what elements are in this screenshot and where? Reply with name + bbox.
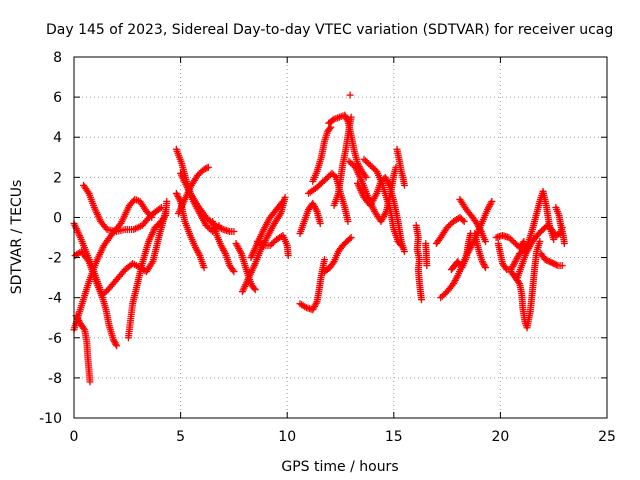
y-tick-label: -8 <box>48 371 62 387</box>
series-arc-27 <box>393 145 408 189</box>
data-point <box>113 342 121 350</box>
plot-frame <box>73 56 608 419</box>
series-arc-26 <box>346 91 354 99</box>
series-arc-06 <box>124 197 171 342</box>
data-point <box>366 161 374 169</box>
series-arc-22 <box>330 113 355 209</box>
point-trail <box>125 199 171 340</box>
point-trail <box>393 147 408 187</box>
series-arc-10 <box>174 163 212 217</box>
series-arc-19 <box>305 169 352 225</box>
series-arc-11 <box>209 217 238 276</box>
point-trail <box>457 197 489 244</box>
point-trail <box>255 232 292 258</box>
y-tick-label: -6 <box>48 331 62 347</box>
series-arc-36 <box>494 187 558 274</box>
y-axis-label: SDTVAR / TECUs <box>9 180 25 295</box>
series-arc-34 <box>456 195 489 246</box>
series-arc-16 <box>296 256 329 314</box>
series-arc-24 <box>354 173 408 256</box>
data-points <box>70 91 568 386</box>
series-arc-32 <box>471 229 489 272</box>
series-arc-08 <box>172 189 208 272</box>
point-trail <box>322 235 354 275</box>
series-arc-30 <box>432 213 468 248</box>
point-trail <box>248 199 286 260</box>
point-trail <box>331 115 355 207</box>
point-trail <box>310 125 334 183</box>
y-tick-label: 4 <box>53 130 62 146</box>
y-tick-label: 8 <box>53 50 62 66</box>
series-arc-18 <box>309 123 335 185</box>
point-trail <box>471 231 489 270</box>
series-arc-28 <box>412 221 426 304</box>
series-arc-40 <box>552 203 568 248</box>
x-tick-label: 25 <box>598 429 616 445</box>
series-arc-25 <box>360 155 405 250</box>
x-tick-label: 15 <box>385 429 403 445</box>
x-tick-label: 10 <box>278 429 296 445</box>
series-arc-14 <box>247 197 287 262</box>
point-trail <box>508 240 543 330</box>
point-trail <box>175 164 211 216</box>
data-point <box>346 91 354 99</box>
series-arc-01 <box>80 181 165 235</box>
point-trail <box>413 223 425 302</box>
x-tick-label: 0 <box>70 429 79 445</box>
point-trail <box>354 175 408 254</box>
series-arc-39 <box>537 250 566 270</box>
series-arc-15 <box>253 231 292 260</box>
y-tick-label: -10 <box>39 411 62 427</box>
y-tick-label: 2 <box>53 170 62 186</box>
point-trail <box>494 232 527 250</box>
series-arc-04 <box>72 312 94 386</box>
series-arc-17 <box>296 199 324 237</box>
data-point <box>481 264 489 272</box>
point-trail <box>553 205 568 246</box>
chart-title: Day 145 of 2023, Sidereal Day-to-day VTE… <box>46 22 613 38</box>
point-trail <box>209 219 237 274</box>
point-trail <box>448 231 474 272</box>
x-axis-label: GPS time / hours <box>281 459 398 475</box>
data-point <box>345 157 353 165</box>
point-trail <box>362 157 404 248</box>
point-trail <box>422 242 431 268</box>
y-tick-label: 6 <box>53 90 62 106</box>
data-point <box>360 155 368 163</box>
point-trail <box>297 201 324 235</box>
y-tick-label: -4 <box>48 291 62 307</box>
point-trail <box>71 196 154 332</box>
y-tick-label: 0 <box>53 210 62 226</box>
series-arc-37 <box>507 238 544 332</box>
point-trail <box>434 214 467 246</box>
data-point <box>437 294 445 302</box>
series-arc-33 <box>447 229 475 274</box>
point-trail <box>538 251 564 270</box>
x-tick-label: 20 <box>491 429 509 445</box>
axis-ticks <box>73 56 608 419</box>
point-trail <box>73 313 94 384</box>
series-arc-29 <box>422 240 431 270</box>
point-trail <box>306 171 352 223</box>
tick-labels: 0 5 10 15 20 25 -10 -8 -6 -4 -2 0 2 4 6 8 <box>39 50 616 445</box>
series-arc-20 <box>321 234 355 276</box>
y-tick-label: -2 <box>48 251 62 267</box>
point-trail <box>81 183 164 235</box>
point-trail <box>495 189 557 274</box>
series-arc-35 <box>492 231 528 252</box>
point-trail <box>298 258 328 313</box>
x-tick-label: 5 <box>176 429 185 445</box>
